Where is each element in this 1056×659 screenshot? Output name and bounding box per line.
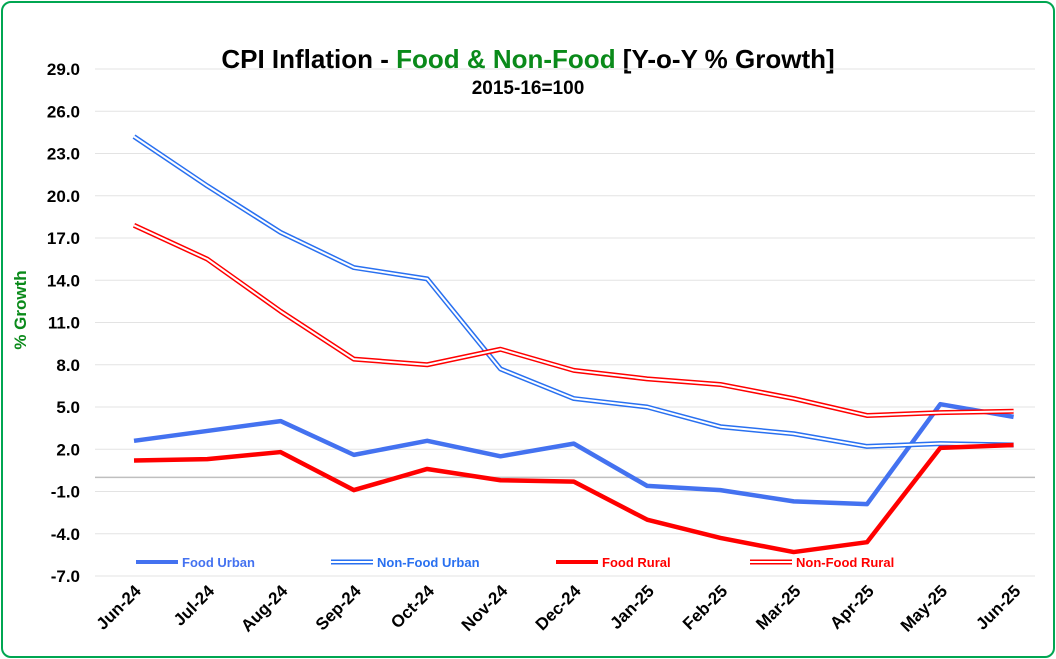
- x-tick-label: Jul-24: [170, 581, 219, 630]
- x-tick-label: Jun-25: [972, 581, 1024, 633]
- y-tick-label: -4.0: [51, 525, 80, 544]
- y-tick-label: 29.0: [47, 60, 80, 79]
- series-line-inner: [133, 135, 1014, 448]
- x-tick-label: Jun-24: [93, 581, 146, 634]
- series-line: [133, 401, 1014, 507]
- x-tick-label: Oct-24: [387, 581, 438, 632]
- y-tick-label: 20.0: [47, 187, 80, 206]
- legend-label: Non-Food Rural: [796, 555, 894, 570]
- x-tick-label: Nov-24: [458, 581, 512, 635]
- x-axis-ticks: Jun-24 Jul-24 Aug-24 Sep-24 Oct-24 Nov-24 Dec-…: [93, 581, 1025, 636]
- x-tick-label: May-25: [897, 581, 951, 635]
- x-tick-label: Dec-24: [532, 581, 585, 634]
- x-tick-label: Mar-25: [752, 581, 804, 633]
- legend-label: Non-Food Urban: [377, 555, 480, 570]
- x-tick-label: Sep-24: [312, 581, 365, 634]
- legend-label: Food Rural: [602, 555, 671, 570]
- x-tick-label: Feb-25: [679, 581, 731, 633]
- y-tick-label: 11.0: [48, 314, 80, 333]
- y-tick-label: -7.0: [51, 567, 80, 586]
- series-lines: [132, 134, 1014, 555]
- series-line-inner: [133, 224, 1014, 417]
- y-tick-label: 8.0: [56, 356, 80, 375]
- y-tick-label: 5.0: [56, 398, 80, 417]
- y-tick-label: 2.0: [56, 440, 80, 459]
- legend-label: Food Urban: [182, 555, 255, 570]
- chart-subtitle: 2015-16=100: [471, 78, 585, 99]
- y-tick-label: 17.0: [47, 229, 80, 248]
- series-line-outer: [132, 134, 1014, 449]
- legend: Food Urban Non-Food Urban Food Rural Non-Fo…: [136, 555, 894, 570]
- gridlines: [95, 68, 1035, 577]
- y-tick-label: 14.0: [47, 271, 80, 290]
- y-tick-label: 26.0: [47, 102, 80, 121]
- x-tick-label: Jan-25: [606, 581, 658, 633]
- x-tick-label: Aug-24: [237, 581, 292, 636]
- y-tick-label: 23.0: [47, 145, 80, 164]
- series-line: [133, 442, 1014, 555]
- series-line-outer: [132, 223, 1014, 418]
- y-tick-label: -1.0: [51, 483, 80, 502]
- y-axis-ticks: 29.0 26.0 23.0 20.0 17.0 14.0 11.0 8.0 5.0 2.0 -1.…: [47, 60, 80, 586]
- x-tick-label: Apr-25: [826, 581, 878, 633]
